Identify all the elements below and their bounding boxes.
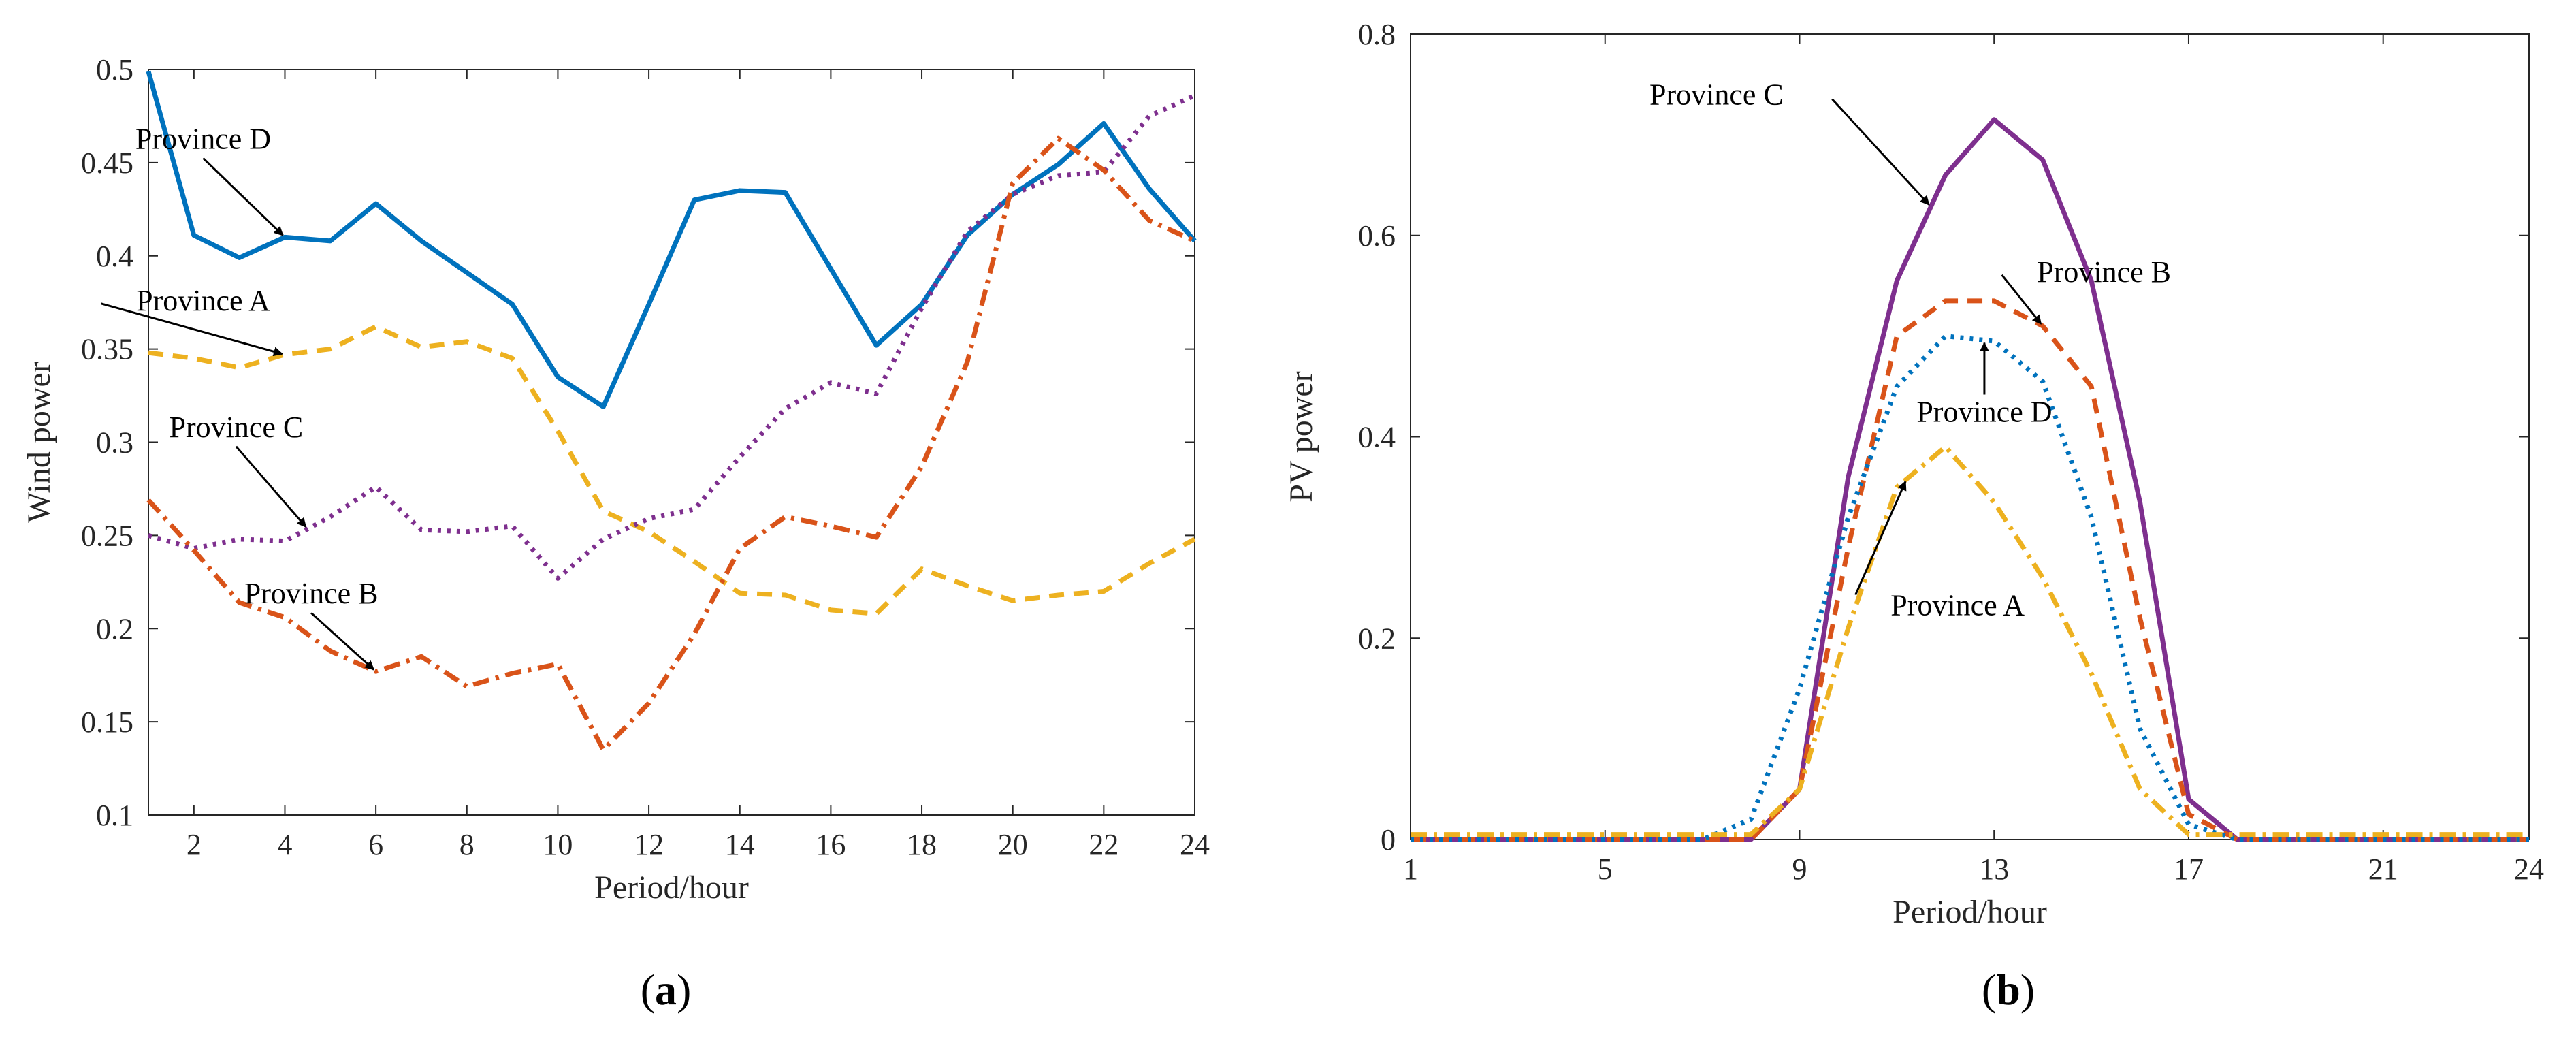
y-tick-label: 0.8 xyxy=(1358,18,1396,51)
annotation-arrow xyxy=(1831,98,1930,206)
y-tick-label: 0.4 xyxy=(1358,421,1396,454)
y-tick-label: 0.2 xyxy=(96,612,133,645)
y-tick-label: 0.5 xyxy=(96,53,133,86)
annotation-label: Province C xyxy=(170,411,304,444)
annotation-label: Province D xyxy=(135,122,271,155)
pv-power-chart: 1 5 9 13 17 21 24 0 0.2 0.4 0.6 0.8 Period/hour PV po… xyxy=(1283,18,2544,1014)
x-tick-label: 9 xyxy=(1792,852,1807,886)
annotation-label: Province A xyxy=(136,284,270,317)
x-tick-label: 18 xyxy=(907,828,937,861)
annotation-arrow xyxy=(1854,480,1907,596)
y-tick-label: 0.2 xyxy=(1358,622,1396,655)
annotation-label: Province A xyxy=(1890,589,2025,622)
x-tick-label: 24 xyxy=(2514,852,2544,886)
series-line-province-d xyxy=(1411,334,2529,842)
x-tick-label: 20 xyxy=(998,828,1028,861)
x-tick-label: 6 xyxy=(368,828,383,861)
x-tick-label: 8 xyxy=(460,828,474,861)
y-axis-label: PV power xyxy=(1283,371,1319,502)
x-tick-label: 12 xyxy=(634,828,664,861)
panel-label: (a) xyxy=(641,965,692,1014)
y-tick-label: 0.3 xyxy=(96,426,133,460)
series-line-province-b xyxy=(146,135,1196,752)
series-line-province-a xyxy=(148,324,1196,616)
y-tick-label: 0.25 xyxy=(81,519,133,552)
annotation-arrow xyxy=(235,445,307,528)
x-tick-label: 5 xyxy=(1598,852,1613,886)
x-tick-label: 24 xyxy=(1180,828,1210,861)
annotation-label: Province B xyxy=(244,577,379,610)
annotation-label: Province B xyxy=(2037,255,2171,289)
x-tick-label: 4 xyxy=(277,828,292,861)
y-tick-label: 0.6 xyxy=(1358,219,1396,253)
x-tick-label: 14 xyxy=(725,828,755,861)
annotation-arrow xyxy=(202,157,284,236)
wind-power-chart: 2 4 6 8 10 12 14 16 18 20 22 240.10.150.20.250.30.3… xyxy=(21,53,1210,1014)
y-tick-label: 0.4 xyxy=(96,240,133,273)
x-tick-label: 21 xyxy=(2368,852,2398,886)
x-tick-label: 2 xyxy=(187,828,202,861)
plot-area xyxy=(1410,33,2530,840)
x-axis-label: Period/hour xyxy=(1893,894,2047,930)
annotation-arrow xyxy=(2001,274,2042,325)
y-tick-label: 0.15 xyxy=(81,705,133,739)
x-tick-label: 1 xyxy=(1403,852,1418,886)
annotation-label: Province D xyxy=(1916,396,2052,429)
annotation-label: Province C xyxy=(1649,78,1784,112)
y-axis-label: Wind power xyxy=(21,362,57,523)
annotation-arrow xyxy=(310,612,375,671)
x-tick-label: 22 xyxy=(1089,828,1118,861)
x-tick-label: 10 xyxy=(543,828,573,861)
y-tick-label: 0.45 xyxy=(81,146,133,180)
x-tick-label: 17 xyxy=(2174,852,2204,886)
y-tick-label: 0.1 xyxy=(96,799,133,832)
x-tick-label: 16 xyxy=(816,828,846,861)
series-line-province-d xyxy=(146,70,1197,409)
series-line-province-b xyxy=(1411,298,2529,842)
x-axis-label: Period/hour xyxy=(594,869,749,906)
series-line-province-a xyxy=(1411,444,2529,837)
x-tick-label: 13 xyxy=(1979,852,2009,886)
panel-label: (b) xyxy=(1982,965,2035,1014)
series-line-province-c xyxy=(148,93,1196,581)
plot-area xyxy=(148,69,1195,816)
y-tick-label: 0.35 xyxy=(81,333,133,366)
y-tick-label: 0 xyxy=(1381,823,1396,857)
series-line-province-c xyxy=(1411,117,2529,842)
annotation-arrow xyxy=(101,302,283,357)
